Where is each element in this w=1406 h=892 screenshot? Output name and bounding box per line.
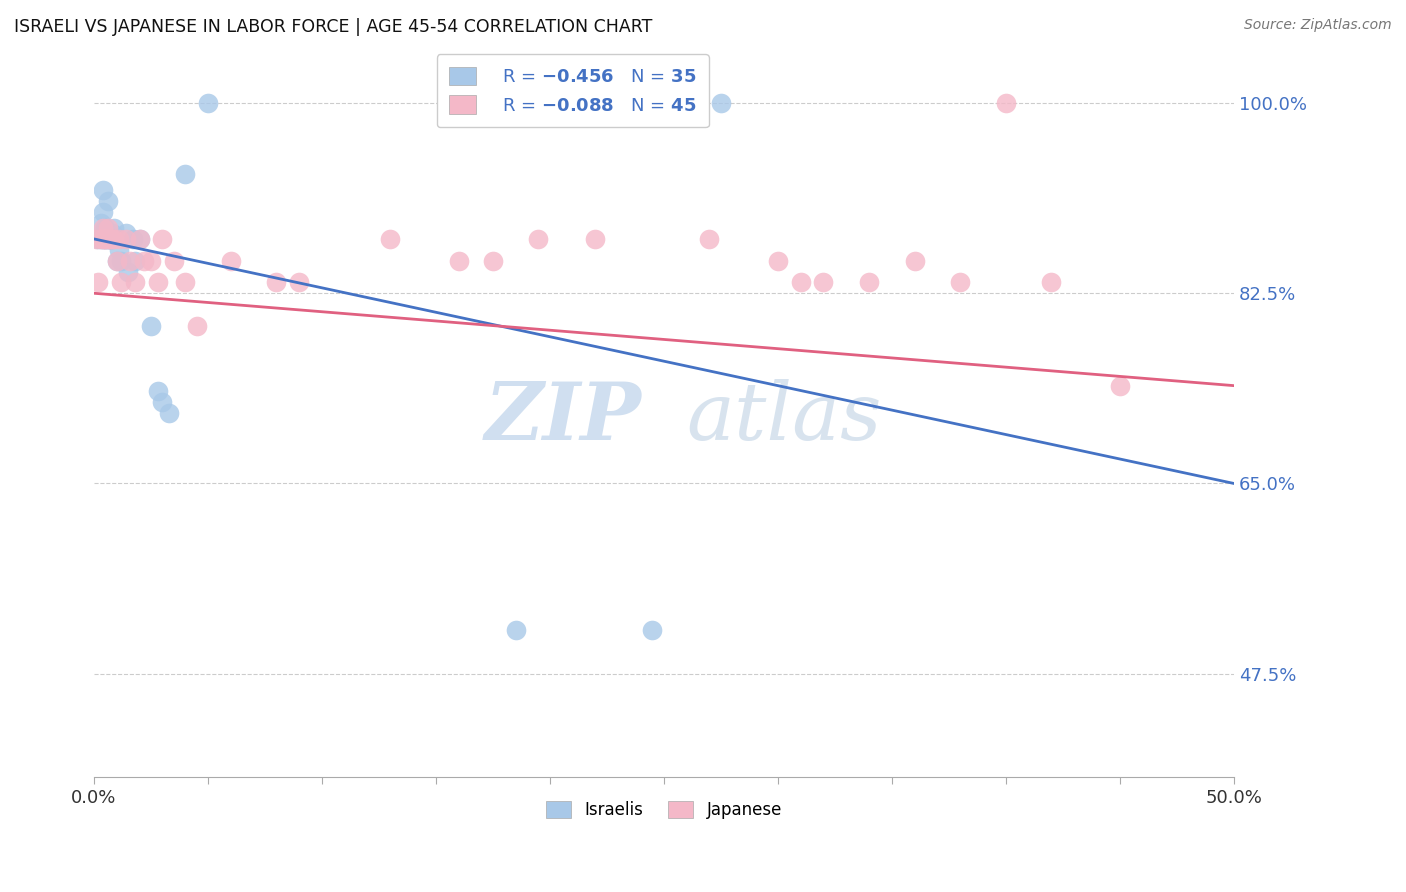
Point [904,253,927,268]
Point [699,232,721,246]
Point [110,276,132,290]
Point [94,232,117,246]
Point [124,276,146,290]
Point [91,232,114,246]
Point [110,253,132,268]
Text: Source: ZipAtlas.com: Source: ZipAtlas.com [1244,18,1392,32]
Point [101,232,124,246]
Point [97,232,120,246]
Point [146,276,169,290]
Point [117,264,139,278]
Point [766,253,789,268]
Point [84,232,107,246]
Point [132,253,155,268]
Point [94,221,117,235]
Point [288,276,311,290]
Point [174,276,197,290]
Point [98,232,121,246]
Point [91,204,114,219]
Point [482,253,505,268]
Point [186,318,208,333]
Point [97,232,120,246]
Point [710,96,733,111]
Point [447,253,470,268]
Point [98,232,121,246]
Point [949,276,972,290]
Point [266,276,288,290]
Point [87,276,110,290]
Point [121,232,143,246]
Point [641,623,664,637]
Point [527,232,550,246]
Point [97,221,120,235]
Legend: Israelis, Japanese: Israelis, Japanese [540,795,789,826]
Point [98,232,121,246]
Point [505,623,527,637]
Point [91,232,114,246]
Point [91,221,114,235]
Point [90,232,112,246]
Point [139,253,162,268]
Text: ISRAELI VS JAPANESE IN LABOR FORCE | AGE 45-54 CORRELATION CHART: ISRAELI VS JAPANESE IN LABOR FORCE | AGE… [14,18,652,36]
Point [97,194,120,208]
Point [105,253,128,268]
Point [94,232,117,246]
Point [219,253,242,268]
Point [128,232,150,246]
Point [858,276,880,290]
Point [1108,378,1130,392]
Point [103,221,125,235]
Point [994,96,1017,111]
Point [108,232,131,246]
Point [97,227,120,241]
Point [150,395,173,409]
Text: ZIP: ZIP [484,379,641,457]
Point [98,232,121,246]
Point [157,406,180,420]
Point [163,253,186,268]
Point [115,227,138,241]
Point [115,232,138,246]
Point [108,243,131,257]
Point [97,232,120,246]
Point [124,253,146,268]
Point [150,232,173,246]
Point [139,318,162,333]
Point [174,167,197,181]
Point [789,276,811,290]
Point [813,276,835,290]
Point [380,232,402,246]
Point [105,253,128,268]
Point [146,384,169,398]
Point [94,232,117,246]
Point [103,232,125,246]
Point [197,96,219,111]
Point [94,232,117,246]
Point [128,232,150,246]
Point [91,183,114,197]
Point [585,232,607,246]
Point [90,216,112,230]
Point [87,232,110,246]
Point [90,232,112,246]
Point [101,227,124,241]
Point [1040,276,1063,290]
Point [120,253,142,268]
Text: atlas: atlas [686,379,882,457]
Point [101,232,124,246]
